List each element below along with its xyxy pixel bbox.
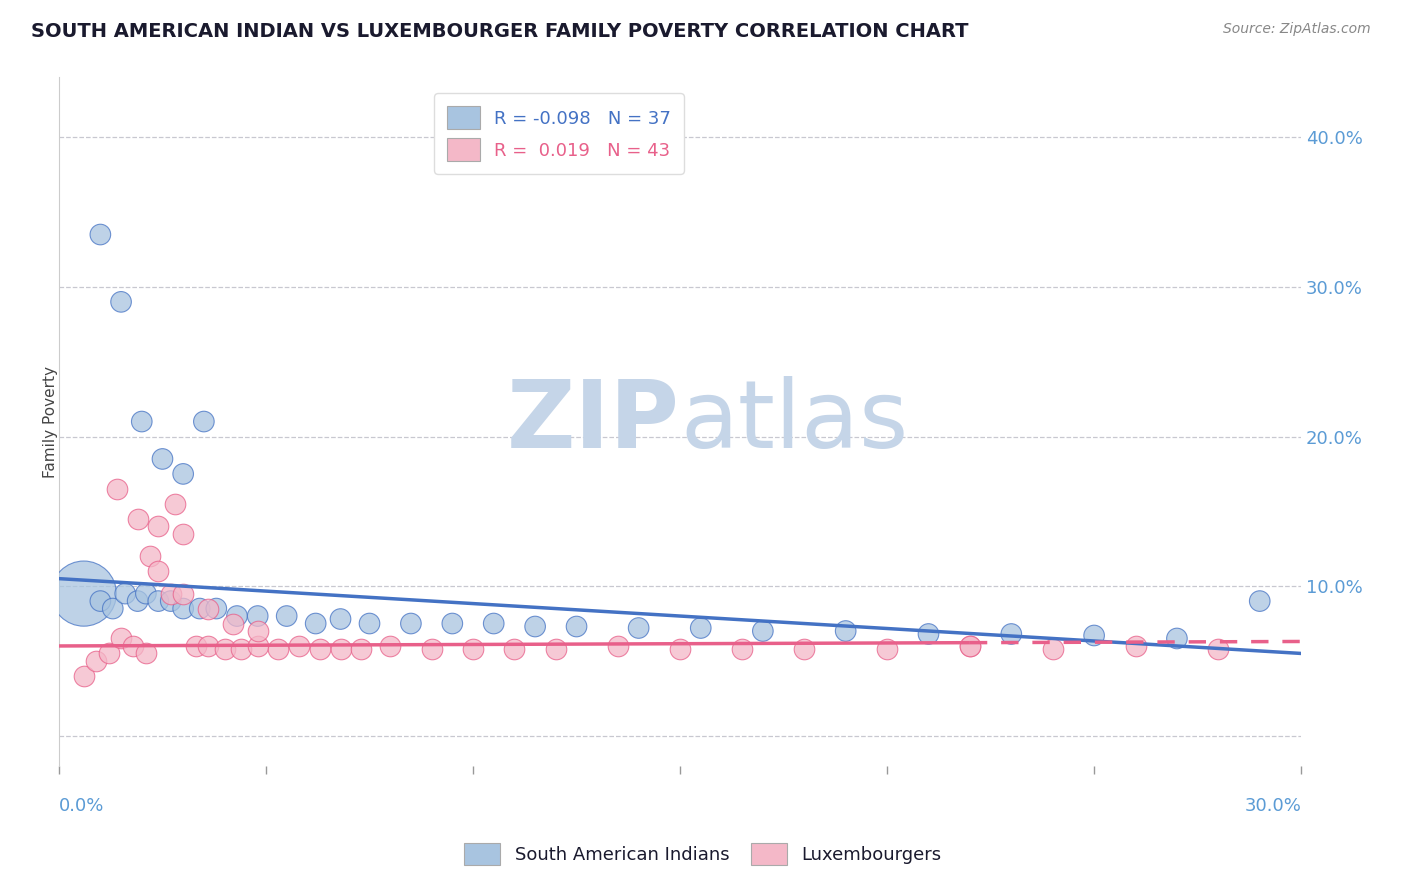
Point xyxy=(329,612,352,626)
Point xyxy=(231,642,253,657)
Point xyxy=(731,642,754,657)
Point xyxy=(110,632,132,646)
Point xyxy=(148,594,170,608)
Point xyxy=(246,609,269,624)
Point xyxy=(359,616,381,631)
Point xyxy=(524,619,547,633)
Text: 0.0%: 0.0% xyxy=(59,797,104,814)
Point xyxy=(172,601,194,615)
Point xyxy=(959,639,981,653)
Point xyxy=(122,639,145,653)
Point xyxy=(308,642,330,657)
Point xyxy=(1208,642,1230,657)
Point xyxy=(267,642,290,657)
Point xyxy=(214,642,236,657)
Point xyxy=(184,639,207,653)
Point xyxy=(73,586,96,600)
Point xyxy=(152,452,174,467)
Point xyxy=(876,642,898,657)
Point xyxy=(1166,632,1188,646)
Point xyxy=(73,669,96,683)
Point xyxy=(1249,594,1271,608)
Point xyxy=(159,586,181,600)
Point xyxy=(222,616,245,631)
Point xyxy=(127,512,149,526)
Point xyxy=(350,642,373,657)
Text: 30.0%: 30.0% xyxy=(1244,797,1301,814)
Point xyxy=(135,586,157,600)
Point xyxy=(172,526,194,541)
Point xyxy=(139,549,162,564)
Text: ZIP: ZIP xyxy=(508,376,681,467)
Point xyxy=(752,624,775,638)
Point xyxy=(148,519,170,533)
Point xyxy=(959,639,981,653)
Text: Source: ZipAtlas.com: Source: ZipAtlas.com xyxy=(1223,22,1371,37)
Point xyxy=(89,594,111,608)
Point xyxy=(441,616,464,631)
Point xyxy=(607,639,630,653)
Point xyxy=(197,601,219,615)
Point xyxy=(97,647,120,661)
Point xyxy=(288,639,311,653)
Point xyxy=(503,642,526,657)
Point xyxy=(669,642,692,657)
Point xyxy=(1083,628,1105,642)
Point xyxy=(89,227,111,242)
Point xyxy=(1042,642,1064,657)
Point xyxy=(246,624,269,638)
Point xyxy=(159,594,181,608)
Point xyxy=(565,619,588,633)
Point xyxy=(101,601,124,615)
Text: SOUTH AMERICAN INDIAN VS LUXEMBOURGER FAMILY POVERTY CORRELATION CHART: SOUTH AMERICAN INDIAN VS LUXEMBOURGER FA… xyxy=(31,22,969,41)
Point xyxy=(482,616,505,631)
Point xyxy=(135,647,157,661)
Point xyxy=(834,624,856,638)
Point xyxy=(276,609,298,624)
Point xyxy=(1125,639,1147,653)
Point xyxy=(793,642,815,657)
Text: atlas: atlas xyxy=(681,376,908,467)
Point xyxy=(172,467,194,481)
Point xyxy=(148,564,170,578)
Point xyxy=(197,639,219,653)
Point xyxy=(127,594,149,608)
Point xyxy=(305,616,328,631)
Point xyxy=(246,639,269,653)
Point xyxy=(461,642,484,657)
Point xyxy=(163,497,186,511)
Point xyxy=(84,654,107,668)
Point xyxy=(627,621,650,635)
Legend: South American Indians, Luxembourgers: South American Indians, Luxembourgers xyxy=(457,836,949,872)
Point xyxy=(689,621,711,635)
Point xyxy=(380,639,402,653)
Point xyxy=(544,642,567,657)
Point xyxy=(226,609,249,624)
Point xyxy=(193,415,215,429)
Point xyxy=(420,642,443,657)
Point xyxy=(1000,627,1022,641)
Point xyxy=(329,642,352,657)
Point xyxy=(399,616,422,631)
Point xyxy=(917,627,939,641)
Legend: R = -0.098   N = 37, R =  0.019   N = 43: R = -0.098 N = 37, R = 0.019 N = 43 xyxy=(434,94,683,174)
Y-axis label: Family Poverty: Family Poverty xyxy=(44,366,58,477)
Point xyxy=(172,586,194,600)
Point xyxy=(205,601,228,615)
Point xyxy=(114,586,136,600)
Point xyxy=(105,482,128,496)
Point xyxy=(188,601,211,615)
Point xyxy=(110,294,132,309)
Point xyxy=(131,415,153,429)
